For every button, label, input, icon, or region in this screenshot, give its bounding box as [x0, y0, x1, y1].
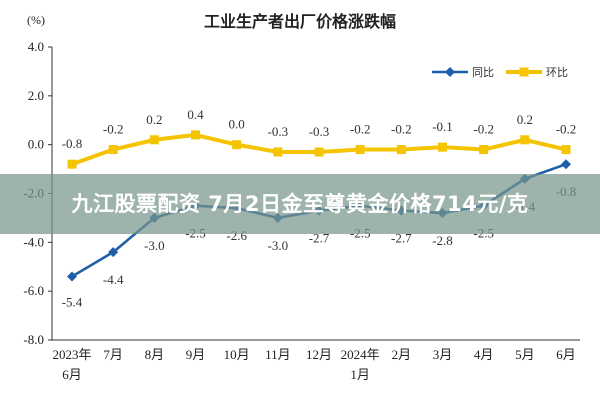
x-tick-label: 11月 [265, 347, 291, 362]
banner-text: 九江股票配资 7月2日金至尊黄金价格714元/克 [71, 192, 529, 216]
mom-point [232, 140, 242, 150]
x-tick-line: 12月 [306, 347, 332, 362]
banner-overlay [0, 174, 600, 234]
legend: 同比 环比 [432, 66, 568, 79]
chart-title: 工业生产者出厂价格涨跌幅 [204, 12, 396, 31]
mom-data-label: -0.2 [350, 122, 371, 137]
mom-data-label: 0.2 [146, 112, 162, 127]
x-tick-line: 3月 [433, 347, 453, 362]
yoy-point [67, 271, 77, 282]
x-tick-line: 1月 [350, 367, 370, 382]
mom-point [561, 145, 571, 155]
x-tick-label: 4月 [474, 347, 494, 362]
mom-point [355, 145, 365, 155]
mom-data-label: 0.4 [187, 107, 204, 122]
mom-data-label: -0.3 [309, 124, 330, 139]
yoy-data-label: -4.4 [103, 272, 124, 287]
mom-point [396, 145, 406, 155]
mom-data-label: -0.2 [556, 122, 577, 137]
y-tick-label: 2.0 [28, 88, 44, 103]
y-tick-label: -4.0 [23, 234, 44, 249]
x-tick-label: 2023年 6月 [52, 347, 91, 382]
mom-point [108, 145, 118, 155]
legend-marker-diamond [445, 67, 455, 77]
x-tick-label: 12月 [306, 347, 332, 362]
y-unit-label: (%) [27, 13, 45, 27]
mom-data-label: 0.0 [229, 117, 245, 132]
x-tick-line: 6月 [62, 367, 82, 382]
y-ticks: 4.02.00.0-2.0-4.0-6.0-8.0 [23, 39, 52, 347]
x-tick-label: 2024年 1月 [341, 347, 380, 382]
x-ticks: 2023年 6月 7月 8月 9月 10月 11月 12月 2024年 1月 2月 3月 4月 5月 6月 [52, 347, 575, 382]
mom-data-label: -0.2 [391, 122, 412, 137]
legend-marker-square [519, 67, 529, 77]
legend-label: 同比 [472, 66, 494, 79]
yoy-point [561, 159, 571, 170]
yoy-data-label: -2.7 [309, 231, 330, 246]
yoy-data-label: -2.8 [432, 233, 453, 248]
mom-point [479, 145, 489, 155]
x-tick-label: 2月 [392, 347, 412, 362]
y-tick-label: 4.0 [28, 39, 44, 54]
x-tick-line: 2月 [392, 347, 412, 362]
yoy-data-label: -2.7 [391, 231, 412, 246]
x-tick-line: 2023年 [52, 347, 91, 362]
y-tick-label: -6.0 [23, 283, 44, 298]
y-tick-label: -8.0 [23, 332, 44, 347]
x-tick-label: 7月 [103, 347, 123, 362]
mom-point [67, 159, 77, 169]
legend-label: 环比 [546, 66, 568, 79]
x-tick-label: 5月 [515, 347, 535, 362]
mom-point [191, 130, 200, 140]
mom-point [149, 135, 159, 145]
mom-point [314, 147, 324, 157]
x-tick-label: 3月 [433, 347, 453, 362]
x-tick-line: 10月 [224, 347, 250, 362]
x-tick-line: 4月 [474, 347, 494, 362]
y-tick-label: 0.0 [28, 137, 44, 152]
mom-point [438, 142, 447, 152]
mom-data-label: 0.2 [517, 112, 533, 127]
x-tick-line: 2024年 [341, 347, 380, 362]
yoy-data-label: -3.0 [268, 238, 289, 253]
x-tick-line: 7月 [103, 347, 123, 362]
x-tick-label: 6月 [556, 347, 576, 362]
x-tick-label: 10月 [224, 347, 250, 362]
yoy-point [108, 247, 119, 258]
x-tick-label: 9月 [186, 347, 206, 362]
mom-data-label: -0.3 [268, 124, 289, 139]
mom-point [273, 147, 283, 157]
mom-data-label: -0.1 [432, 119, 453, 134]
mom-data-label: -0.2 [473, 122, 494, 137]
x-tick-line: 11月 [265, 347, 291, 362]
yoy-data-label: -3.0 [144, 238, 165, 253]
x-tick-line: 6月 [556, 347, 576, 362]
x-tick-line: 9月 [186, 347, 206, 362]
x-tick-line: 8月 [145, 347, 165, 362]
x-tick-line: 5月 [515, 347, 535, 362]
x-tick-label: 8月 [145, 347, 165, 362]
mom-point [520, 135, 530, 145]
mom-data-label: -0.2 [103, 122, 124, 137]
mom-data-label: -0.8 [62, 136, 83, 151]
yoy-data-label: -5.4 [62, 295, 83, 310]
